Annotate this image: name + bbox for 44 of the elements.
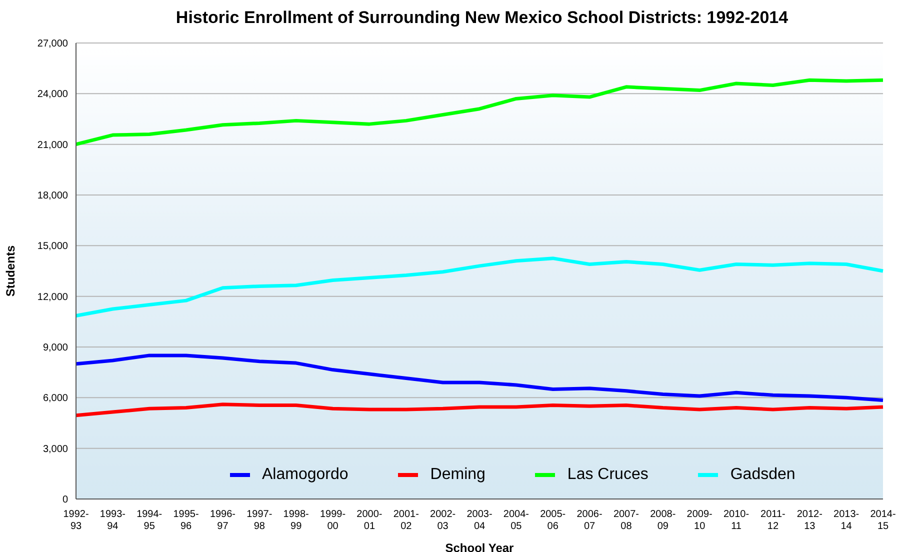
x-tick-label: 2006-07: [576, 509, 602, 532]
legend-label: Gadsden: [730, 466, 796, 484]
x-tick-label: 2001-02: [393, 509, 419, 532]
y-tick-label: 15,000: [37, 241, 68, 252]
x-tick-label: 1996-97: [210, 509, 236, 532]
y-axis-title: Students: [3, 245, 18, 297]
x-tick-label: 2013-14: [834, 509, 860, 532]
x-tick-label: 2003-04: [466, 509, 492, 532]
x-tick-label: 1998-99: [283, 509, 309, 532]
x-axis-title: School Year: [445, 541, 514, 552]
x-tick-label: 2000-01: [356, 509, 382, 532]
x-tick-label: 1992-93: [63, 509, 89, 532]
y-tick-label: 27,000: [37, 38, 68, 50]
y-tick-label: 6,000: [42, 393, 68, 404]
line-series: [74, 78, 885, 146]
x-tick-label: 2004-05: [503, 509, 529, 532]
y-tick-label: 9,000: [42, 342, 68, 354]
legend-label: Las Cruces: [567, 466, 648, 484]
x-tick-label: 2012-13: [796, 509, 822, 532]
y-tick-label: 18,000: [37, 190, 68, 202]
x-tick-label: 2007-08: [613, 509, 640, 532]
x-tick-label: 1995-96: [173, 509, 199, 532]
x-tick-label: 2014-15: [870, 509, 896, 532]
x-tick-label: 2005-06: [540, 509, 566, 532]
x-tick-label: 2002-03: [430, 509, 456, 532]
x-tick-label: 2008-09: [650, 509, 676, 532]
y-tick-label: 24,000: [37, 89, 68, 100]
line-series: [74, 256, 885, 318]
y-tick-label: 12,000: [37, 292, 68, 303]
x-tick-label: 1994-95: [136, 509, 162, 532]
x-tick-label: 1997-98: [246, 509, 272, 532]
chart-title: Historic Enrollment of Surrounding New Mexico School Districts: 1992-2014: [174, 8, 790, 28]
line-series: [74, 354, 885, 402]
y-tick-label: 3,000: [42, 444, 68, 455]
x-tick-label: 1993-94: [100, 509, 126, 532]
x-tick-label: 2011-12: [760, 509, 786, 532]
x-tick-label: 2010-11: [723, 509, 750, 532]
legend-label: Deming: [430, 466, 486, 484]
y-tick-label: 21,000: [37, 140, 68, 151]
y-tick-label: 0: [62, 494, 68, 506]
x-tick-label: 2009-10: [686, 509, 712, 532]
line-series: [74, 402, 885, 418]
x-tick-label: 1999-00: [320, 509, 346, 532]
legend-label: Alamogordo: [262, 466, 348, 484]
